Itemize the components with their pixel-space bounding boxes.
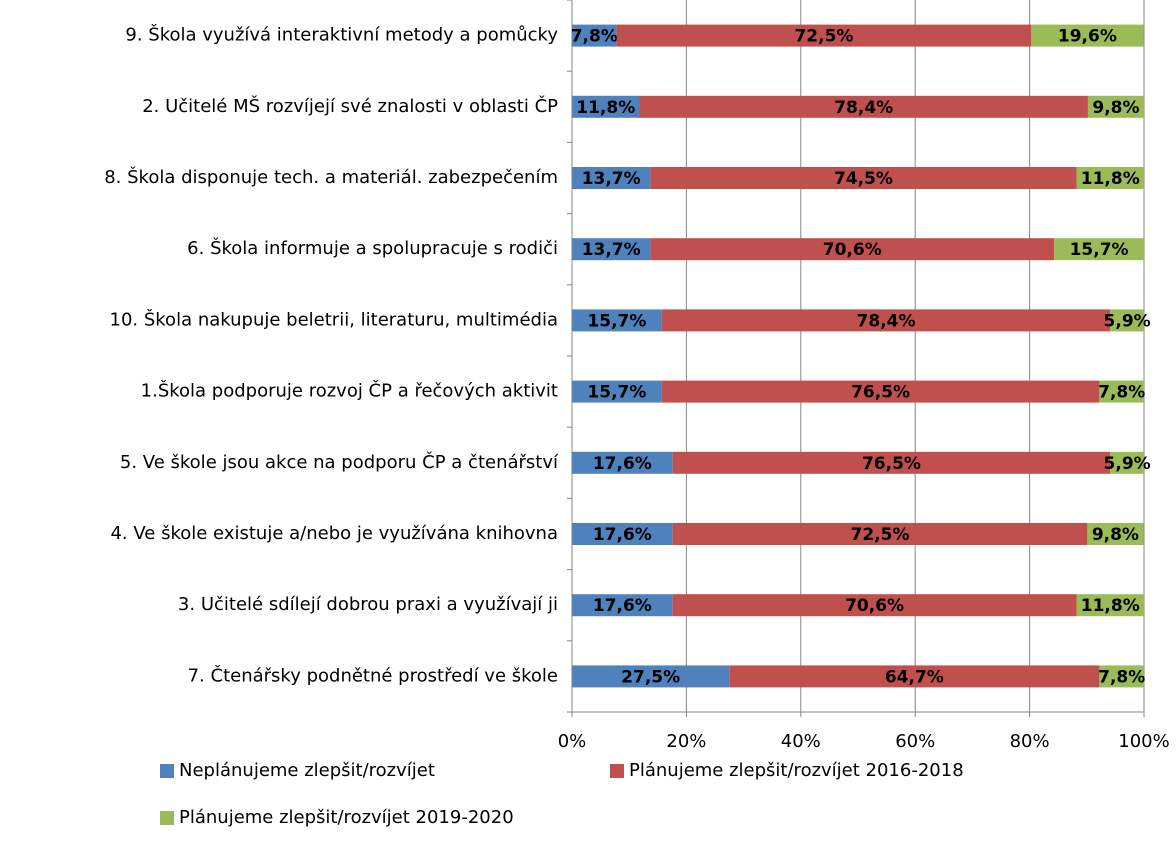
- y-tick-label: 6. Škola informuje a spolupracuje s rodi…: [187, 237, 558, 259]
- value-label: 17,6%: [593, 596, 652, 616]
- legend-label: Plánujeme zlepšit/rozvíjet 2019-2020: [179, 807, 514, 828]
- bar-segment: [1087, 523, 1144, 545]
- value-label: 5,9%: [1104, 454, 1151, 474]
- value-label: 13,7%: [582, 240, 641, 260]
- y-tick-label: 10. Škola nakupuje beletrii, literaturu,…: [110, 308, 559, 330]
- bar-segment: [661, 380, 1100, 403]
- bar-segment: [572, 167, 651, 189]
- bar-segment: [572, 523, 673, 545]
- legend-label: Plánujeme zlepšit/rozvíjet 2016-2018: [629, 760, 964, 781]
- y-tick-label: 4. Ve škole existuje a/nebo je využívána…: [110, 523, 558, 544]
- bar-segment: [1087, 95, 1144, 118]
- bar-segment: [572, 24, 617, 47]
- y-tick-label: 8. Škola disponuje tech. a materiál. zab…: [104, 166, 558, 188]
- bar-segment: [672, 523, 1088, 545]
- bar-segment: [661, 309, 1111, 332]
- bar-segment: [650, 238, 1055, 261]
- x-tick-label: 40%: [781, 731, 821, 752]
- legend-swatch: [160, 811, 174, 825]
- value-label: 70,6%: [845, 596, 904, 616]
- value-label: 5,9%: [1104, 311, 1151, 331]
- bar-segment: [729, 665, 1100, 688]
- bar-segment: [1076, 594, 1144, 617]
- bar-segment: [572, 380, 662, 403]
- legend-swatch: [160, 764, 174, 778]
- bar-segment: [1110, 309, 1144, 332]
- value-label: 11,8%: [1081, 596, 1140, 616]
- bar-segment: [1031, 24, 1144, 47]
- value-label: 78,4%: [834, 98, 893, 118]
- x-tick-label: 80%: [1010, 731, 1050, 752]
- bar-segment: [1099, 380, 1144, 403]
- value-label: 9,8%: [1092, 98, 1139, 118]
- value-label: 7,8%: [571, 27, 618, 47]
- value-label: 15,7%: [587, 311, 646, 331]
- x-tick-label: 0%: [558, 731, 587, 752]
- value-label: 76,5%: [862, 454, 921, 474]
- y-tick-label: 9. Škola využívá interaktivní metody a p…: [125, 24, 558, 46]
- value-label: 78,4%: [857, 311, 916, 331]
- y-tick-label: 3. Učitelé sdílejí dobrou praxi a využív…: [178, 594, 558, 615]
- bar-segment: [1110, 451, 1144, 474]
- bar-segment: [639, 95, 1088, 118]
- y-tick-label: 7. Čtenářsky podnětné prostředí ve škole: [188, 664, 558, 686]
- bar-segment: [572, 665, 730, 688]
- value-label: 11,8%: [576, 98, 635, 118]
- bar-segment: [572, 95, 640, 118]
- bar-segment: [1054, 238, 1144, 261]
- value-label: 74,5%: [834, 169, 893, 189]
- value-label: 7,8%: [1098, 667, 1145, 687]
- value-label: 17,6%: [593, 454, 652, 474]
- x-tick-label: 60%: [895, 731, 935, 752]
- value-label: 72,5%: [794, 27, 853, 47]
- bar-segment: [616, 24, 1032, 47]
- bar-segment: [1099, 665, 1144, 688]
- y-tick-label: 2. Učitelé MŠ rozvíjejí své znalosti v o…: [142, 95, 558, 117]
- bar-segment: [572, 238, 651, 261]
- value-label: 27,5%: [621, 667, 680, 687]
- bar-segment: [672, 594, 1077, 617]
- y-tick-label: 5. Ve škole jsou akce na podporu ČP a čt…: [120, 451, 559, 473]
- bar-segment: [572, 594, 673, 617]
- x-tick-label: 20%: [666, 731, 706, 752]
- value-label: 11,8%: [1081, 169, 1140, 189]
- x-tick-label: 100%: [1118, 731, 1169, 752]
- bar-segment: [572, 451, 673, 474]
- value-label: 15,7%: [1070, 240, 1129, 260]
- bar-segment: [650, 167, 1077, 189]
- value-label: 76,5%: [851, 383, 910, 403]
- value-label: 64,7%: [885, 667, 944, 687]
- value-label: 13,7%: [582, 169, 641, 189]
- value-label: 9,8%: [1092, 525, 1139, 545]
- y-tick-label: 1.Škola podporuje rozvoj ČP a řečových a…: [141, 380, 558, 402]
- value-label: 15,7%: [587, 383, 646, 403]
- value-label: 19,6%: [1058, 27, 1117, 47]
- value-label: 17,6%: [593, 525, 652, 545]
- legend-label: Neplánujeme zlepšit/rozvíjet: [179, 760, 435, 781]
- bar-segment: [1076, 167, 1144, 189]
- bar-segment: [672, 451, 1111, 474]
- value-label: 70,6%: [823, 240, 882, 260]
- value-label: 7,8%: [1098, 383, 1145, 403]
- legend-swatch: [610, 764, 624, 778]
- bar-segment: [572, 309, 662, 332]
- value-label: 72,5%: [851, 525, 910, 545]
